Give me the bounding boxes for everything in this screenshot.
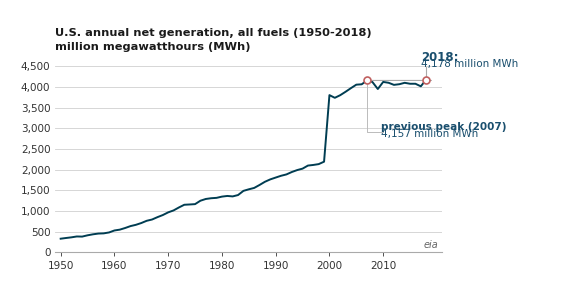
Text: U.S. annual net generation, all fuels (1950-2018)
million megawatthours (MWh): U.S. annual net generation, all fuels (1… (55, 28, 372, 52)
Text: 2018:: 2018: (421, 51, 458, 64)
Text: previous peak (2007): previous peak (2007) (381, 122, 506, 133)
Text: 4,157 million MWh: 4,157 million MWh (381, 128, 478, 139)
Text: eia: eia (424, 240, 438, 250)
Text: 4,178 million MWh: 4,178 million MWh (421, 59, 518, 69)
